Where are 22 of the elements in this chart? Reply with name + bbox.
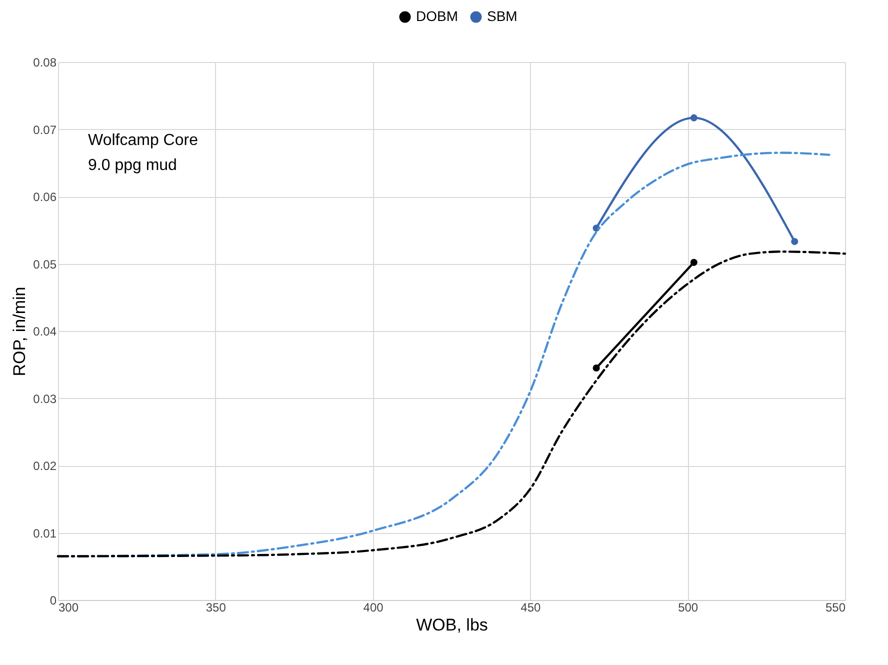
y-tick-label: 0.03 [33,392,57,406]
line-series [56,250,846,558]
y-axis-title: ROP, in/min [10,286,30,376]
annotation: 9.0 ppg mud [88,157,177,174]
y-tick-label: 0.06 [33,190,57,204]
y-tick-label: 0.08 [33,56,57,70]
y-tick-label: 0.04 [33,324,57,338]
legend-label: DOBM [416,8,458,24]
y-tick-label: 0.01 [33,526,57,540]
y-tick-label: 0.02 [33,459,57,473]
x-tick-label: 350 [206,600,226,614]
y-tick-label: 0 [50,594,57,608]
x-tick-label: 400 [363,600,384,614]
x-tick-label: 550 [825,600,846,614]
x-tick-label: 450 [520,600,542,614]
y-tick-label: 0.05 [33,257,57,272]
legend-label: SBM [487,8,518,24]
x-tick-label: 300 [58,600,79,614]
x-tick-label: 500 [678,600,698,614]
x-axis-title: WOB, lbs [416,616,488,634]
annotation: Wolfcamp Core [88,132,198,149]
y-tick-label: 0.07 [33,122,57,137]
